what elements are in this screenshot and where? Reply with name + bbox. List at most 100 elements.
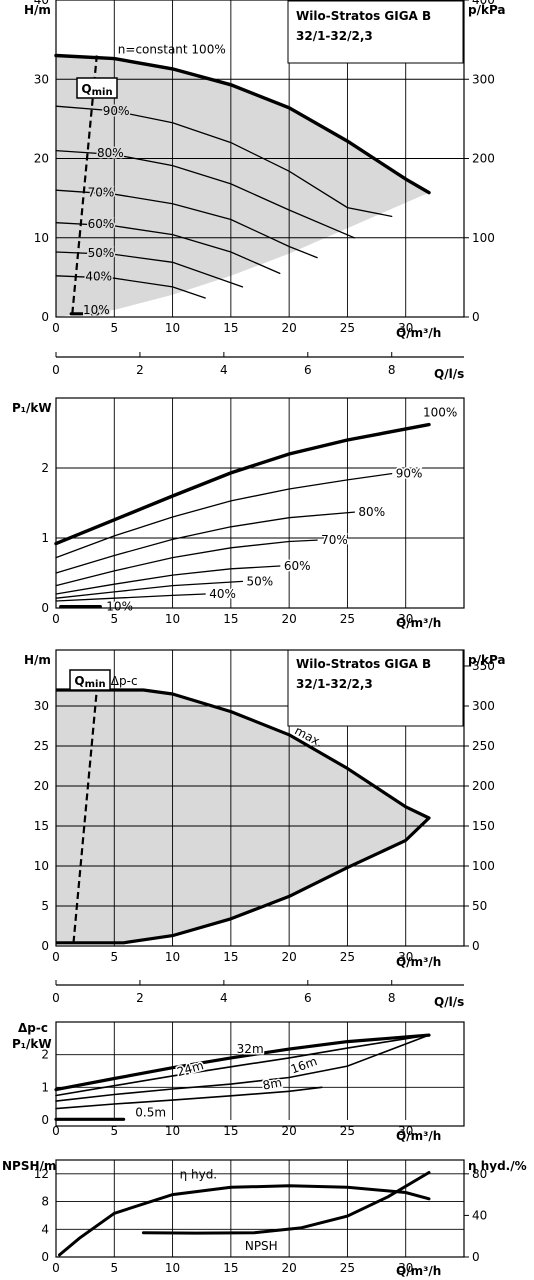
c3-qmin-box — [69, 669, 111, 691]
c5-frame — [55, 1159, 465, 1258]
c1-series-line — [55, 251, 244, 288]
c4-ytick: 2 — [41, 1048, 49, 1062]
c2-series-label: 50% — [247, 574, 274, 588]
c1-rtick: 0 — [472, 310, 480, 324]
c3-ytick: 15 — [34, 819, 49, 833]
c3-xtick: 15 — [223, 950, 238, 964]
c1-xtick: 5 — [110, 321, 118, 335]
c1-title-box — [287, 0, 464, 64]
c1-sec-tick: 0 — [52, 363, 60, 377]
c4-xtick: 30 — [398, 1124, 413, 1138]
c1-xtick: 25 — [340, 321, 355, 335]
c2-xtick: 5 — [110, 612, 118, 626]
c3-rtick: 350 — [472, 659, 495, 673]
c3-title: Wilo-Stratos GIGA B — [296, 657, 431, 671]
c2-series-line — [55, 511, 356, 574]
c2-frame — [55, 397, 465, 609]
c4-series-label: 0.5m — [135, 1106, 166, 1120]
c2-series-label: 100% — [423, 406, 457, 420]
c2-series-line — [55, 565, 281, 595]
c4-ytick: 0 — [41, 1113, 49, 1127]
c3-ytick: 30 — [34, 699, 49, 713]
c2-xlabel: Q/m³/h — [396, 616, 441, 630]
c5-xtick: 10 — [165, 1261, 180, 1275]
c2-series-label: 40% — [209, 587, 236, 601]
c5-rtick: 80 — [472, 1167, 487, 1181]
c2-ytick: 1 — [41, 531, 49, 545]
c1-series-line — [55, 189, 318, 259]
c3-xtick: 5 — [110, 950, 118, 964]
c1-xtick: 15 — [223, 321, 238, 335]
c1-title: Wilo-Stratos GIGA B — [296, 9, 431, 23]
c1-sec-tick: 8 — [388, 363, 396, 377]
c1-frame — [55, 0, 465, 318]
c1-rtick: 100 — [472, 231, 495, 245]
c3-rtick: 150 — [472, 819, 495, 833]
c1-series-label: 10% — [83, 303, 110, 317]
c1-series-line — [55, 105, 393, 218]
c2-xtick: 25 — [340, 612, 355, 626]
c5-ytick: 4 — [41, 1222, 49, 1236]
c1-ytick: 40 — [34, 0, 49, 7]
c3-envelope — [56, 690, 429, 943]
c1-xlabel: Q/m³/h — [396, 326, 441, 340]
c2-xtick: 15 — [223, 612, 238, 626]
c5-marks: 0 5 10 15 20 25 30 0 4 8 12 0 40 80 η hyd. NPSH — [34, 1160, 487, 1275]
c3-rtick: 200 — [472, 779, 495, 793]
c3-xtick: 10 — [165, 950, 180, 964]
c3-frame — [55, 649, 465, 947]
c1-ytick: 0 — [41, 310, 49, 324]
c2-series-line — [54, 422, 431, 546]
c3-title-box — [287, 649, 464, 727]
c3-xtick: 30 — [398, 950, 413, 964]
c5-xtick: 0 — [52, 1261, 60, 1275]
c2-series-label: 70% — [321, 533, 348, 547]
c5-ytick: 0 — [41, 1250, 49, 1264]
c4-xtick: 5 — [110, 1124, 118, 1138]
c3-sec-tick: 6 — [304, 991, 312, 1005]
c1-ytick: 30 — [34, 72, 49, 86]
c1-xtick: 0 — [52, 321, 60, 335]
c2-series-line — [55, 580, 244, 599]
c1-subtitle: 32/1-32/2,3 — [296, 29, 373, 43]
c5-xtick: 5 — [110, 1261, 118, 1275]
c2-series-label: 80% — [358, 505, 385, 519]
c2-series-line — [55, 593, 206, 602]
c1-series-label: 50% — [88, 246, 115, 260]
c1-sec-tick: 4 — [220, 363, 228, 377]
c1-series-label: 70% — [88, 186, 115, 200]
power-speed-chart: P₁/kW 0 5 10 15 20 25 30 0 1 2 100% 90% 80% 70% 60% 50%… — [12, 397, 465, 630]
c5-eta-label: η hyd. — [180, 1167, 218, 1181]
c5-series-line — [141, 1171, 431, 1235]
c1-xtick: 30 — [398, 321, 413, 335]
c4-ylabel2: P₁/kW — [12, 1037, 52, 1051]
c2-series-label: 90% — [396, 467, 423, 481]
c3-dpc-label: Δp-c — [111, 674, 138, 688]
c2-ylabel: P₁/kW — [12, 401, 52, 415]
c4-series-label: 32m — [237, 1042, 264, 1056]
c1-ylabel-right: p/kPa — [468, 3, 506, 17]
c5-rtick: 40 — [472, 1208, 487, 1222]
c5-xtick: 15 — [223, 1261, 238, 1275]
c4-series-label: 8m — [262, 1075, 283, 1092]
c2-series-label: 60% — [284, 559, 311, 573]
c3-ylabel: H/m — [24, 653, 51, 667]
c3-rtick: 250 — [472, 739, 495, 753]
c5-xtick: 20 — [282, 1261, 297, 1275]
c3-xtick: 20 — [282, 950, 297, 964]
c2-series-line — [55, 472, 393, 559]
c3-xlabel-secondary: Q/l/s — [434, 995, 464, 1009]
c3-qmin-line — [72, 689, 98, 943]
c3-ytick: 20 — [34, 779, 49, 793]
c1-series-label: 40% — [85, 270, 112, 284]
c4-series-line — [55, 1034, 430, 1097]
c4-frame — [55, 1021, 465, 1127]
c3-xtick: 25 — [340, 950, 355, 964]
c3-sec-tick: 2 — [136, 991, 144, 1005]
c4-ytick: 1 — [41, 1080, 49, 1094]
c5-xlabel: Q/m³/h — [396, 1264, 441, 1278]
c3-ylabel-right: p/kPa — [468, 653, 506, 667]
c3-ytick: 10 — [34, 859, 49, 873]
c1-series-label: 90% — [103, 104, 130, 118]
c5-ytick: 8 — [41, 1195, 49, 1209]
